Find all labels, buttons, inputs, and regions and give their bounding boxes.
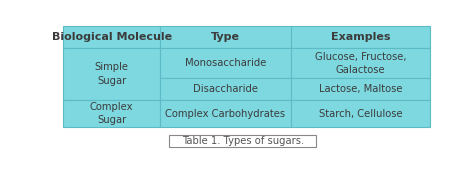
Text: Starch, Cellulose: Starch, Cellulose: [319, 109, 402, 119]
Text: Disaccharide: Disaccharide: [193, 84, 258, 94]
Text: Simple
Sugar: Simple Sugar: [95, 63, 128, 86]
Text: Complex Carbohydrates: Complex Carbohydrates: [165, 109, 285, 119]
Text: Lactose, Maltose: Lactose, Maltose: [319, 84, 402, 94]
Bar: [160, 100, 291, 127]
Bar: [160, 78, 291, 100]
Bar: [291, 100, 430, 127]
Text: Biological Molecule: Biological Molecule: [52, 32, 172, 42]
Bar: [160, 26, 291, 48]
Bar: [169, 135, 316, 147]
Text: Glucose, Fructose,
Galactose: Glucose, Fructose, Galactose: [315, 52, 406, 75]
Bar: [291, 78, 430, 100]
Text: Complex
Sugar: Complex Sugar: [90, 102, 133, 125]
Bar: [63, 26, 160, 48]
Bar: [291, 26, 430, 48]
Text: Type: Type: [211, 32, 240, 42]
Text: Table 1. Types of sugars.: Table 1. Types of sugars.: [182, 136, 304, 146]
Bar: [160, 48, 291, 78]
Bar: [63, 100, 160, 127]
Bar: [63, 48, 160, 100]
Text: Monosaccharide: Monosaccharide: [185, 58, 266, 68]
Text: Examples: Examples: [331, 32, 390, 42]
Bar: [291, 48, 430, 78]
